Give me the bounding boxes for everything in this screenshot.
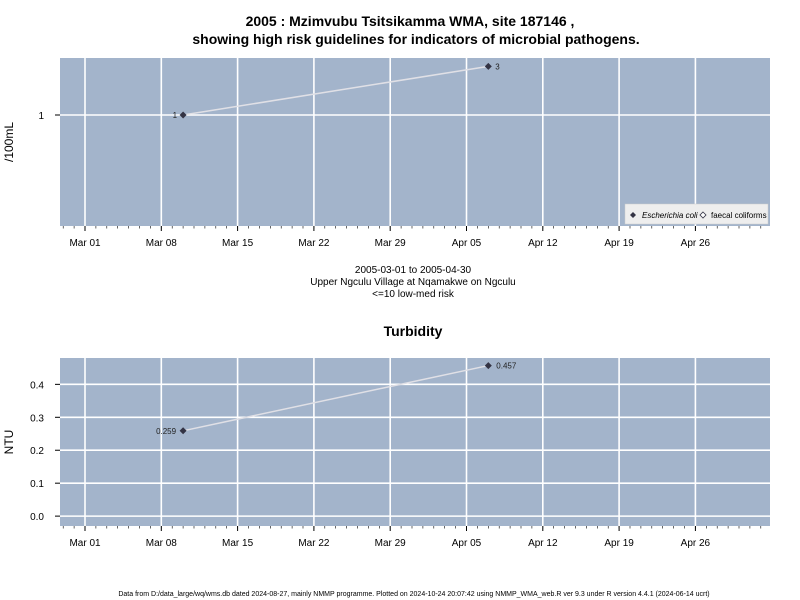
chart2-data-point xyxy=(179,427,187,435)
chart1-group: Mar 01 Mar 08 Mar 15 Mar 22 Mar 29 Apr 05 Apr … xyxy=(2,58,770,249)
chart1-x-tick-label: Mar 15 xyxy=(222,238,254,249)
chart1-x-tick-label: Mar 29 xyxy=(375,238,407,249)
chart2-x-tick-label: Apr 26 xyxy=(681,538,711,549)
chart2-group: Turbidity Mar 01 Mar 08 Mar 15 Mar 22 Mar 29… xyxy=(2,323,770,549)
chart2-x-axis: Mar 01 Mar 08 Mar 15 Mar 22 Mar 29 Apr 05 Apr … xyxy=(62,526,762,549)
chart1-x-tick-label: Apr 19 xyxy=(604,238,634,249)
chart2-plot-area xyxy=(60,358,770,526)
chart2-y-tick-label: 0.0 xyxy=(30,512,44,523)
chart2-y-axis: 0.0 0.1 0.2 0.3 0.4 xyxy=(30,380,60,523)
chart2-x-tick-label: Apr 12 xyxy=(528,538,558,549)
chart1-x-tick-label: Apr 26 xyxy=(681,238,711,249)
chart1-x-tick-label: Apr 05 xyxy=(452,238,482,249)
chart1-x-tick-label: Mar 22 xyxy=(298,238,330,249)
chart1-data-point xyxy=(484,62,492,70)
chart1-data-label: 3 xyxy=(495,62,500,71)
chart1-data-label: 1 xyxy=(173,111,178,120)
chart2-series: 0.259 0.457 xyxy=(156,362,517,436)
chart2-x-tick-label: Mar 01 xyxy=(69,538,101,549)
chart1-y-label: /100mL xyxy=(2,122,16,162)
legend-faecal-marker xyxy=(699,211,707,219)
subtitle-site: Upper Ngculu Village at Nqamakwe on Ngcu… xyxy=(310,277,515,288)
chart1-grid xyxy=(60,58,770,226)
chart2-y-label: NTU xyxy=(2,430,16,455)
chart2-y-tick-label: 0.3 xyxy=(30,413,44,424)
chart1-x-axis: Mar 01 Mar 08 Mar 15 Mar 22 Mar 29 Apr 05 Apr … xyxy=(62,226,762,249)
chart2-series-line xyxy=(182,364,489,432)
chart1-series-line xyxy=(182,65,489,116)
chart2-y-tick-label: 0.4 xyxy=(30,380,44,391)
chart1-data-point xyxy=(179,111,187,119)
figure-title-line2: showing high risk guidelines for indicat… xyxy=(192,31,639,47)
legend-ecoli-label: Escherichia coli xyxy=(642,211,698,220)
chart1-y-tick-label: 1 xyxy=(38,111,44,122)
chart2-x-tick-label: Apr 19 xyxy=(604,538,634,549)
chart2-x-tick-label: Mar 22 xyxy=(298,538,330,549)
legend-faecal-label: faecal coliforms xyxy=(711,211,767,220)
chart2-x-tick-label: Mar 08 xyxy=(146,538,178,549)
chart1-x-tick-label: Apr 12 xyxy=(528,238,558,249)
subtitle-date-range: 2005-03-01 to 2005-04-30 xyxy=(355,265,472,276)
chart2-x-tick-label: Apr 05 xyxy=(452,538,482,549)
legend-ecoli-marker xyxy=(630,212,636,218)
figure-title-line1: 2005 : Mzimvubu Tsitsikamma WMA, site 18… xyxy=(246,13,575,29)
chart1-x-tick-label: Mar 08 xyxy=(146,238,178,249)
chart2-data-label: 0.259 xyxy=(156,427,177,436)
footer-note: Data from D:/data_large/wq/wms.db dated … xyxy=(118,591,709,598)
chart2-grid xyxy=(60,358,770,526)
chart1-y-axis: 1 xyxy=(38,111,60,122)
chart1-plot-area xyxy=(60,58,770,226)
chart1-series: 13 xyxy=(173,62,501,120)
chart1-x-tick-label: Mar 01 xyxy=(69,238,101,249)
chart1-legend: Escherichia coli faecal coliforms xyxy=(624,203,769,225)
chart2-title: Turbidity xyxy=(384,323,443,339)
chart2-data-point xyxy=(484,362,492,370)
chart2-y-tick-label: 0.1 xyxy=(30,479,44,490)
legend-box xyxy=(624,203,769,225)
chart2-y-tick-label: 0.2 xyxy=(30,446,44,457)
subtitle-risk: <=10 low-med risk xyxy=(372,289,455,300)
chart2-x-tick-label: Mar 29 xyxy=(375,538,407,549)
chart2-data-label: 0.457 xyxy=(496,362,517,371)
chart2-x-tick-label: Mar 15 xyxy=(222,538,254,549)
